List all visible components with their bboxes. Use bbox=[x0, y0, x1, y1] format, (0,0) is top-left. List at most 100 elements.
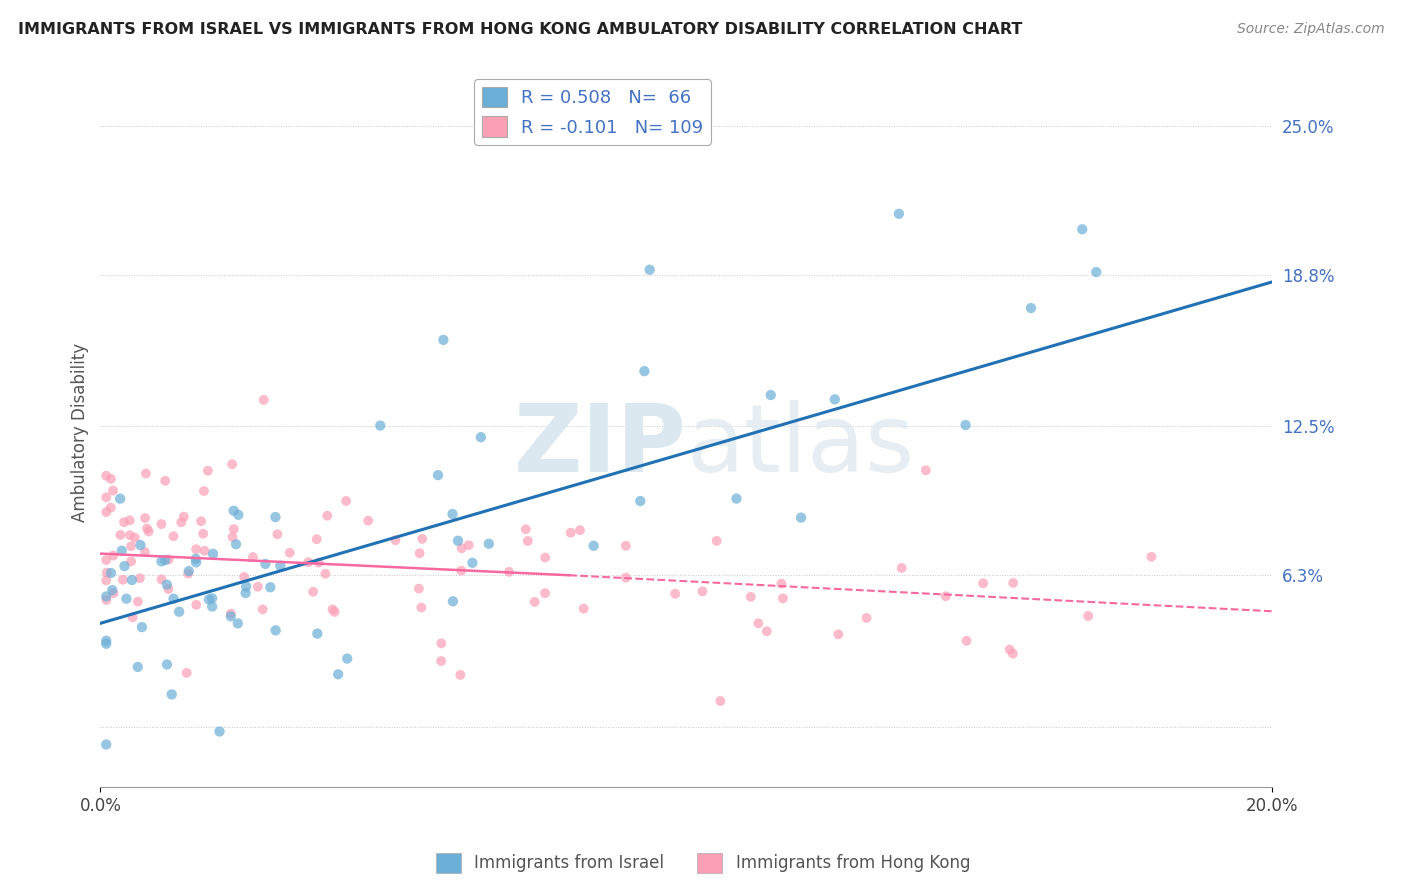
Point bbox=[740, 590, 762, 604]
Point bbox=[96, 553, 118, 567]
Y-axis label: Ambulatory Disability: Ambulatory Disability bbox=[72, 343, 89, 522]
Point bbox=[96, 637, 118, 651]
Point bbox=[614, 571, 637, 585]
Point bbox=[569, 523, 592, 537]
Point bbox=[478, 537, 501, 551]
Point bbox=[461, 556, 484, 570]
Point bbox=[170, 516, 193, 530]
Point bbox=[120, 554, 142, 568]
Point bbox=[219, 607, 242, 621]
Point bbox=[103, 586, 125, 600]
Point bbox=[336, 651, 359, 665]
Point bbox=[316, 508, 339, 523]
Point bbox=[162, 591, 184, 606]
Point bbox=[124, 531, 146, 545]
Point bbox=[186, 598, 208, 612]
Point bbox=[96, 505, 118, 519]
Legend: R = 0.508   N=  66, R = -0.101   N= 109: R = 0.508 N= 66, R = -0.101 N= 109 bbox=[474, 79, 711, 145]
Point bbox=[427, 468, 450, 483]
Point bbox=[560, 525, 582, 540]
Point bbox=[368, 418, 391, 433]
Point bbox=[252, 602, 274, 616]
Point bbox=[1077, 609, 1099, 624]
Point bbox=[770, 576, 793, 591]
Text: ZIP: ZIP bbox=[513, 401, 686, 492]
Point bbox=[202, 547, 225, 561]
Point bbox=[305, 533, 328, 547]
Point bbox=[157, 582, 180, 596]
Point bbox=[96, 738, 118, 752]
Point bbox=[150, 573, 173, 587]
Point bbox=[108, 491, 131, 506]
Point bbox=[855, 611, 877, 625]
Point bbox=[155, 474, 177, 488]
Point bbox=[516, 533, 538, 548]
Point bbox=[323, 605, 346, 619]
Point bbox=[1001, 647, 1024, 661]
Point bbox=[411, 600, 433, 615]
Point bbox=[167, 605, 190, 619]
Point bbox=[226, 616, 249, 631]
Point bbox=[121, 610, 143, 624]
Point bbox=[441, 594, 464, 608]
Point bbox=[235, 580, 257, 594]
Point bbox=[328, 667, 350, 681]
Point bbox=[131, 620, 153, 634]
Point bbox=[100, 566, 122, 580]
Point bbox=[935, 589, 957, 603]
Point bbox=[264, 510, 287, 524]
Point bbox=[628, 494, 651, 508]
Point bbox=[186, 542, 208, 557]
Point bbox=[190, 514, 212, 528]
Point bbox=[264, 624, 287, 638]
Point bbox=[156, 657, 179, 672]
Point bbox=[162, 529, 184, 543]
Point bbox=[449, 668, 471, 682]
Point bbox=[121, 573, 143, 587]
Point bbox=[198, 592, 221, 607]
Point bbox=[515, 522, 537, 536]
Point bbox=[314, 566, 336, 581]
Point bbox=[100, 472, 122, 486]
Point bbox=[582, 539, 605, 553]
Point bbox=[890, 561, 912, 575]
Point bbox=[222, 504, 245, 518]
Point bbox=[914, 463, 936, 477]
Point bbox=[96, 593, 118, 607]
Point bbox=[755, 624, 778, 639]
Point bbox=[127, 660, 149, 674]
Point bbox=[246, 580, 269, 594]
Point bbox=[1002, 575, 1025, 590]
Point bbox=[1140, 549, 1163, 564]
Point bbox=[155, 553, 177, 567]
Point bbox=[100, 500, 122, 515]
Point bbox=[692, 584, 714, 599]
Point bbox=[307, 626, 329, 640]
Point bbox=[523, 595, 546, 609]
Point bbox=[322, 602, 344, 616]
Point bbox=[176, 665, 198, 680]
Point bbox=[450, 564, 472, 578]
Point bbox=[201, 591, 224, 606]
Text: IMMIGRANTS FROM ISRAEL VS IMMIGRANTS FROM HONG KONG AMBULATORY DISABILITY CORREL: IMMIGRANTS FROM ISRAEL VS IMMIGRANTS FRO… bbox=[18, 22, 1022, 37]
Point bbox=[242, 550, 264, 565]
Point bbox=[259, 580, 281, 594]
Point bbox=[219, 609, 242, 624]
Point bbox=[157, 552, 180, 566]
Point bbox=[138, 524, 160, 539]
Point bbox=[887, 207, 910, 221]
Point bbox=[450, 541, 472, 556]
Point bbox=[160, 687, 183, 701]
Point bbox=[156, 577, 179, 591]
Point bbox=[96, 468, 118, 483]
Point bbox=[534, 550, 557, 565]
Point bbox=[96, 574, 118, 588]
Point bbox=[254, 557, 277, 571]
Point bbox=[955, 633, 977, 648]
Point bbox=[110, 528, 132, 542]
Point bbox=[114, 559, 136, 574]
Text: Source: ZipAtlas.com: Source: ZipAtlas.com bbox=[1237, 22, 1385, 37]
Point bbox=[759, 388, 782, 402]
Point bbox=[128, 571, 150, 585]
Point bbox=[118, 513, 141, 527]
